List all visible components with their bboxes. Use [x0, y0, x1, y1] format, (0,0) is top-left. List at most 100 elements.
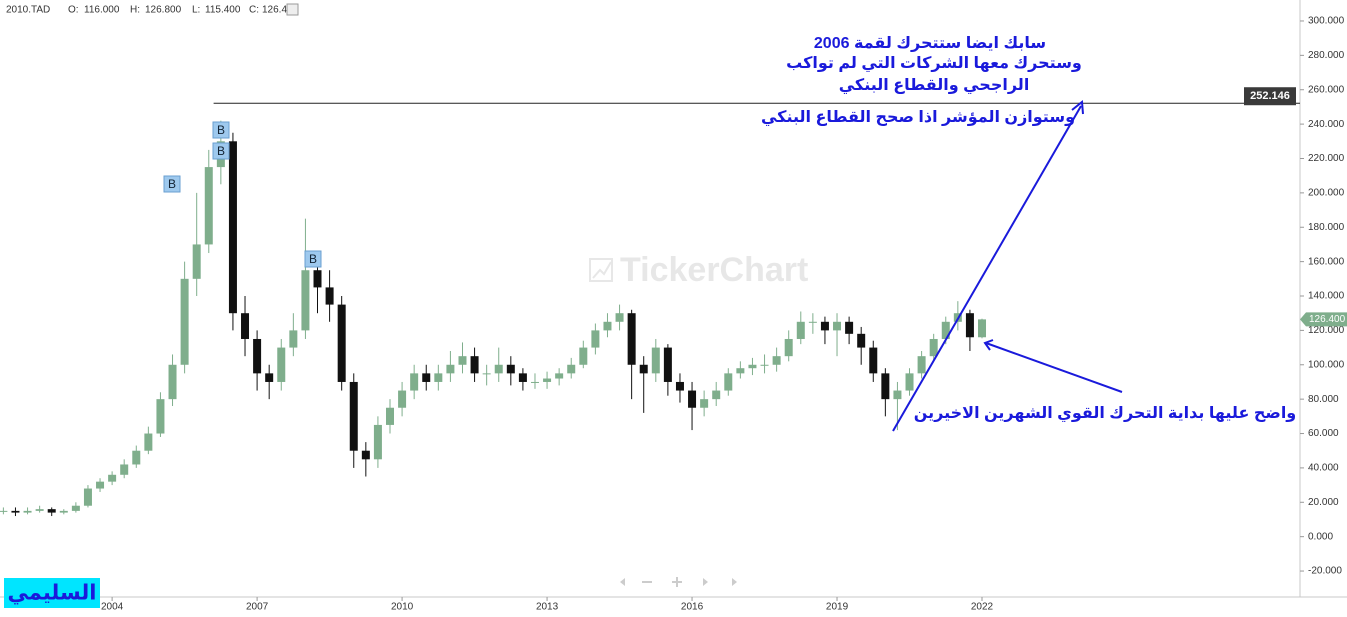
candle-body — [784, 338, 793, 357]
candle-body — [833, 321, 842, 331]
y-tick-label: 0.000 — [1308, 531, 1333, 542]
annotation: وستوازن المؤشر اذا صحح القطاع البنكي — [761, 109, 1075, 127]
candle-body — [180, 278, 189, 365]
candle-body — [265, 373, 274, 382]
candle-body — [893, 390, 902, 400]
candle-body — [337, 304, 346, 382]
candle-body — [663, 347, 672, 382]
candle-body — [277, 347, 286, 382]
candle-body — [410, 373, 419, 391]
candle-body — [905, 373, 914, 391]
buy-marker-label: B — [217, 144, 225, 158]
logo-text: السليمي — [8, 582, 97, 605]
y-tick-label: 160.000 — [1308, 256, 1345, 267]
candle-body — [470, 356, 479, 374]
x-tick-label: 2022 — [971, 602, 994, 613]
candle-body — [724, 373, 733, 391]
candle-body — [458, 356, 467, 365]
candle-body — [965, 313, 974, 338]
candle-body — [929, 338, 938, 357]
candle-body — [675, 381, 684, 391]
candle-body — [688, 390, 697, 408]
candle-body — [820, 321, 829, 331]
candle-body — [712, 390, 721, 400]
y-tick-label: 260.000 — [1308, 84, 1345, 95]
candle-body — [386, 407, 394, 425]
buy-marker — [212, 121, 230, 139]
logo: السليمي — [4, 578, 100, 608]
buy-marker-label: B — [168, 177, 176, 191]
candle-body — [651, 347, 660, 374]
x-tick-label: 2007 — [246, 602, 269, 613]
watermark: TickerChart — [589, 251, 808, 289]
candle-body — [241, 313, 250, 339]
buy-marker-label: B — [217, 123, 225, 137]
candle-body — [978, 319, 987, 338]
buy-marker — [304, 250, 322, 268]
y-tick-label: 140.000 — [1308, 291, 1345, 302]
candle-body — [398, 390, 407, 408]
y-tick-label: 280.000 — [1308, 50, 1345, 61]
annotation: وستحرك معها الشركات التي لم تواكب — [786, 55, 1082, 73]
buy-marker — [212, 142, 230, 160]
candle-body — [59, 510, 68, 513]
x-tick-label: 2016 — [681, 602, 704, 613]
candle-body — [373, 424, 382, 460]
candle-body — [422, 373, 431, 382]
candle-body — [228, 141, 237, 314]
candle-body — [361, 450, 370, 460]
y-tick-label: 20.000 — [1308, 497, 1339, 508]
candle-body — [857, 333, 866, 348]
last-price-label: 126.400 — [1309, 314, 1346, 325]
menu-icon[interactable] — [286, 3, 299, 16]
candle-body — [917, 356, 926, 374]
arrow-head — [1071, 100, 1084, 115]
candle-body — [808, 321, 817, 323]
y-tick-label: 40.000 — [1308, 463, 1339, 474]
ohlc-label: O: — [68, 5, 79, 16]
candle-body — [567, 364, 576, 374]
candle-body — [144, 433, 153, 451]
candle-body — [760, 364, 769, 366]
candle-body — [518, 373, 527, 382]
nav-zoom-in-bar — [676, 577, 678, 587]
reference-label: 252.146 — [1250, 90, 1290, 102]
y-tick-label: 220.000 — [1308, 153, 1345, 164]
candle-body — [881, 373, 890, 400]
candle-body — [204, 167, 213, 245]
trend-line — [892, 105, 1082, 432]
candle-body — [869, 347, 878, 374]
candle-body — [494, 364, 503, 374]
candle-body — [579, 347, 588, 365]
annotation: واضح عليها بداية التحرك القوي الشهرين ال… — [914, 405, 1297, 423]
annotations: سابك ايضا ستتحرك لقمة 2006 وستحرك معها ا… — [761, 35, 1296, 423]
candle-body — [700, 399, 709, 408]
reference-label-box — [1244, 87, 1296, 106]
symbol: 2010.TAD — [6, 5, 50, 16]
candle-body — [0, 510, 8, 512]
candle-body — [748, 364, 757, 369]
ohlc-label: H: — [130, 5, 140, 16]
ohlc-label: L: — [192, 5, 200, 16]
x-tick-label: 2019 — [826, 602, 849, 613]
nav-end[interactable] — [732, 578, 737, 586]
annotation: الراجحي والقطاع البنكي — [839, 77, 1030, 95]
ohlc-value: 126.800 — [145, 5, 182, 16]
y-tick-label: 240.000 — [1308, 119, 1345, 130]
candle-body — [506, 364, 515, 374]
y-tick-label: 60.000 — [1308, 428, 1339, 439]
nav-next[interactable] — [703, 578, 708, 586]
ohlc-value: 115.400 — [205, 5, 241, 16]
nav-zoom-out[interactable] — [642, 581, 652, 583]
plot: 300.000 280.000 260.000 240.000 220.000 200.0… — [0, 16, 1347, 613]
y-tick-label: 300.000 — [1308, 16, 1345, 27]
candle-body — [253, 338, 262, 374]
candle-body — [845, 321, 854, 334]
candle-body — [83, 488, 92, 506]
watermark-icon-line — [592, 261, 612, 279]
nav-prev[interactable] — [620, 578, 625, 586]
candle-body — [736, 368, 745, 374]
